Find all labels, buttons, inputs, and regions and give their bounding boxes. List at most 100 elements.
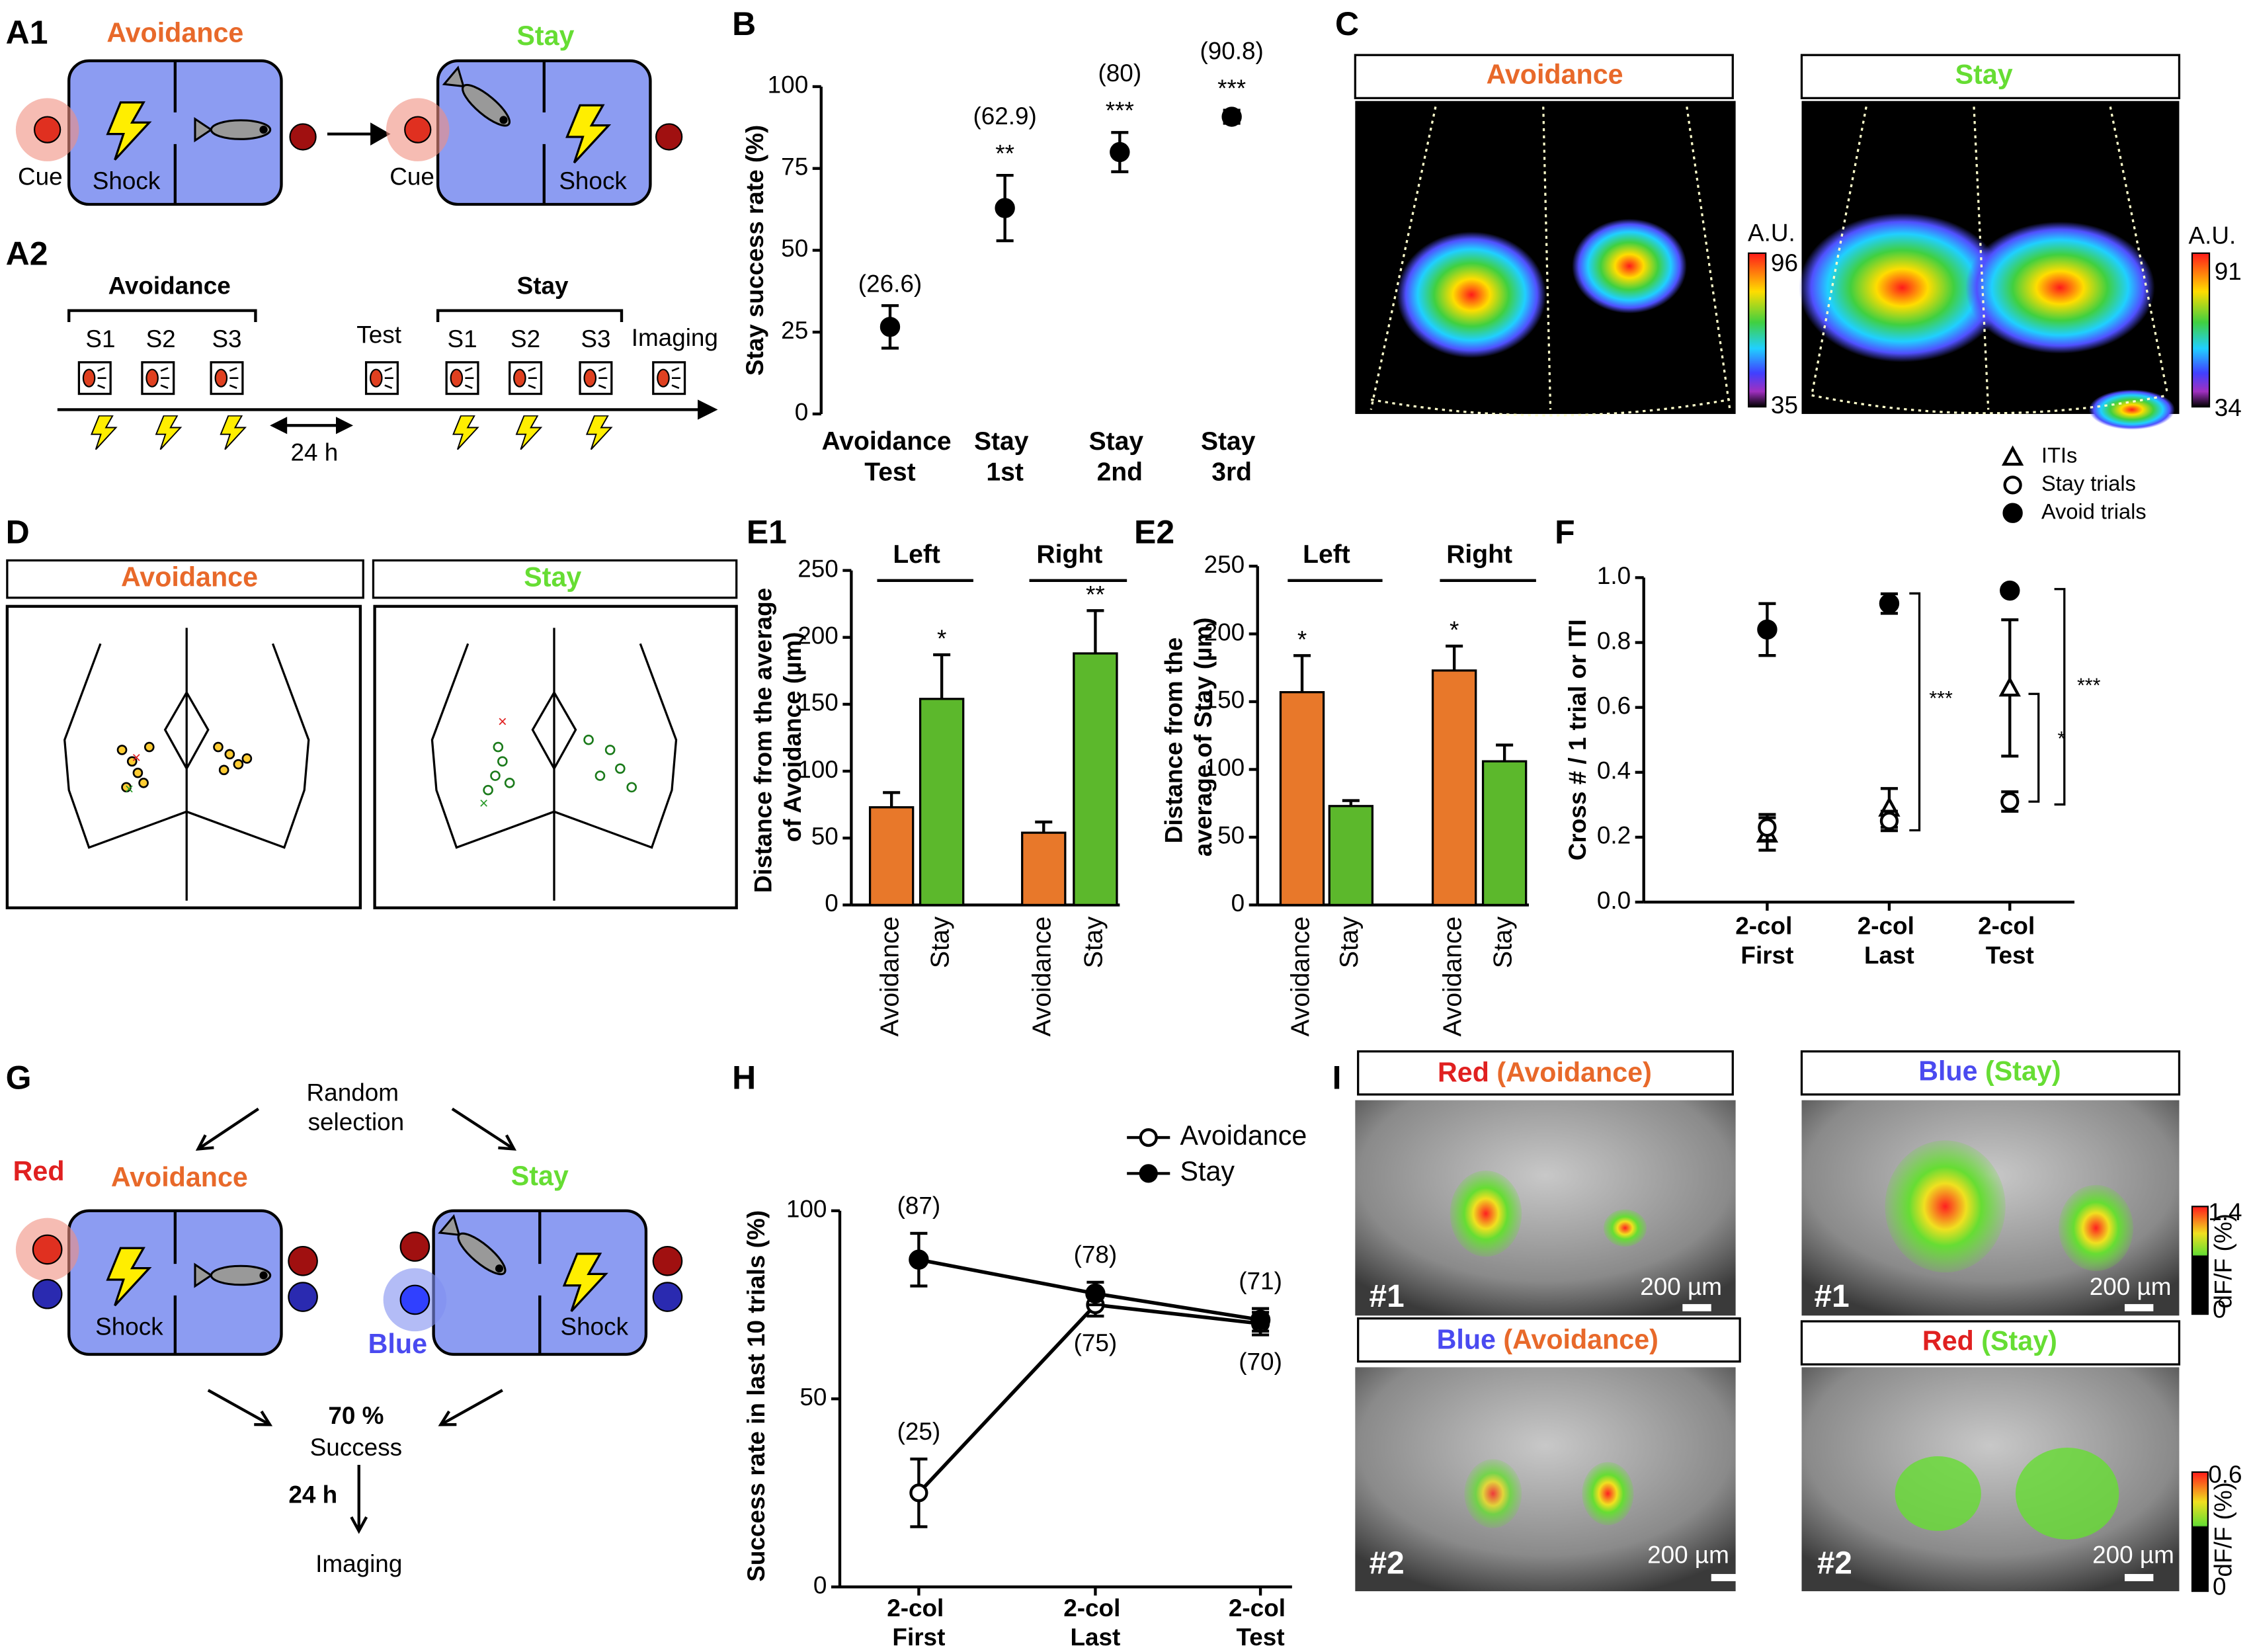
electrode — [132, 767, 143, 778]
min: 35 — [1771, 392, 1798, 419]
y-axis-label: Distance from the average of Stay (µm) — [1160, 618, 1216, 857]
y-tick-label: 50 — [799, 1384, 827, 1411]
random-selection: Random selection — [307, 1079, 406, 1135]
title-box — [1800, 1320, 2181, 1366]
electrode — [504, 778, 515, 788]
x-tick-label: Avoidance — [1438, 917, 1467, 1037]
a2-diagram — [57, 309, 718, 434]
activity — [1799, 213, 2006, 362]
arrow — [207, 1389, 271, 1426]
interval: 24 h — [288, 1481, 337, 1508]
panel-label: H — [732, 1059, 756, 1096]
text-line: Stay — [1089, 427, 1151, 456]
text-line: 3rd — [1211, 458, 1252, 487]
legend-label: Avoidance — [1180, 1120, 1307, 1151]
legend-label: Avoid trials — [2041, 499, 2147, 523]
scale-label: 200 µm — [1640, 1273, 1722, 1300]
y-tick-label: 75 — [781, 153, 808, 180]
panel-label: A1 — [6, 14, 48, 51]
y-tick-label: 0.6 — [1597, 692, 1631, 719]
activity — [1464, 1459, 1522, 1528]
condition: (Stay) — [1985, 1055, 2061, 1086]
marker-x: × — [479, 795, 489, 813]
text-line: 2nd — [1097, 458, 1143, 487]
x-tick-label: Avoidance — [1028, 917, 1057, 1037]
x-tick-label: 2-col Last — [1063, 1594, 1127, 1651]
y-tick-label: 250 — [1204, 551, 1245, 578]
error-bar — [1446, 644, 1463, 671]
activity — [1603, 1209, 1647, 1247]
arrow-head — [335, 417, 354, 434]
cue-light — [404, 116, 432, 144]
cue-icon — [145, 368, 159, 388]
0: S1 — [447, 325, 477, 352]
electrode — [604, 745, 616, 755]
shock: Shock — [560, 1313, 628, 1341]
text-line: of Avoidance (µm) — [779, 632, 806, 843]
cue: Cue — [389, 163, 434, 190]
text-line: First — [892, 1624, 945, 1651]
value-label: (90.8) — [1200, 38, 1263, 65]
max: 96 — [1771, 249, 1798, 276]
max: 91 — [2215, 258, 2242, 285]
title-box — [1800, 54, 2181, 99]
unit: A.U. — [1748, 219, 1795, 246]
colorbar — [2191, 1471, 2209, 1592]
electrode — [497, 756, 508, 767]
value-label: (70) — [1239, 1348, 1282, 1376]
activity — [1450, 1171, 1522, 1257]
electrode — [490, 770, 501, 781]
title-box — [372, 559, 738, 599]
red: Red — [13, 1156, 65, 1186]
significance: * — [2058, 727, 2066, 750]
y-tick-label: 0.0 — [1597, 887, 1631, 914]
electrode — [138, 778, 149, 788]
title: Avoidance — [1487, 60, 1623, 90]
text-line: Stay — [1201, 427, 1262, 456]
significance-bracket — [2054, 588, 2066, 806]
y-tick-label: 50 — [811, 823, 839, 850]
electrode — [626, 782, 637, 793]
text-line: Avoidance — [821, 427, 958, 456]
shock-icon — [586, 415, 612, 450]
electrode — [615, 763, 626, 774]
panel-label: C — [1335, 5, 1359, 42]
g-diagram — [15, 1209, 683, 1356]
marker — [909, 1249, 929, 1270]
text-line: 2-col — [1063, 1594, 1127, 1622]
colorbar — [2191, 1206, 2209, 1315]
electrode — [213, 741, 224, 753]
text-line: 2-col — [1229, 1594, 1292, 1622]
text-line: 2-col — [1978, 912, 2041, 939]
x-tick-label: 2-col First — [887, 1594, 950, 1651]
legend-label: Stay — [1180, 1156, 1235, 1186]
electrode — [493, 741, 504, 753]
significance: *** — [1106, 97, 1134, 124]
group-label: Right — [1036, 540, 1102, 569]
arrow-head — [498, 1134, 516, 1151]
scale-label: 200 µm — [2092, 1542, 2174, 1569]
error-bar — [933, 653, 951, 699]
colorbar-max: 1.4 — [2208, 1198, 2242, 1225]
outline — [1370, 106, 1731, 417]
d-schematic — [5, 559, 738, 909]
text-line: 2-col — [1858, 912, 1921, 939]
shock-icon — [516, 415, 542, 450]
interval: 24 h — [291, 438, 339, 466]
value-label: (62.9) — [973, 103, 1036, 130]
x-tick-label: Stay 3rd — [1201, 427, 1262, 487]
colorbar-min: 0 — [2213, 1296, 2227, 1323]
colorbar-min: 0 — [2213, 1573, 2227, 1600]
electrode — [121, 782, 132, 793]
condition: (Avoidance) — [1503, 1324, 1658, 1354]
arrow-head — [438, 1410, 457, 1426]
marker — [1879, 593, 1900, 614]
success-rate: 70 % — [328, 1402, 384, 1429]
triangle-marker — [2001, 445, 2024, 466]
electrode — [143, 741, 155, 753]
error-bar — [883, 791, 901, 807]
arrow-head — [270, 417, 288, 434]
blue: Blue — [368, 1329, 427, 1359]
success: Success — [310, 1434, 402, 1461]
significance: *** — [1217, 75, 1246, 102]
